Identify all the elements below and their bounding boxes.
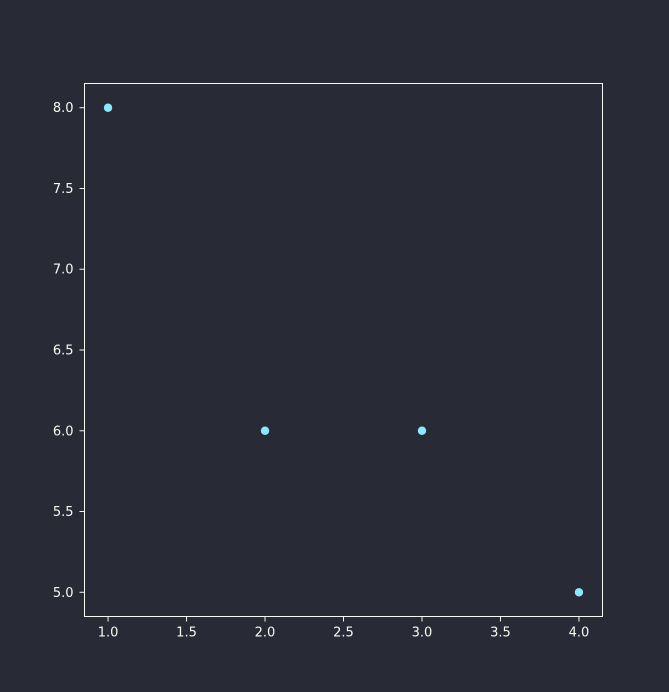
- axes-frame: [84, 83, 603, 617]
- y-tick-label: 8.0: [53, 101, 74, 116]
- data-point: [103, 103, 113, 112]
- y-tick-label: 5.5: [53, 505, 74, 520]
- y-tick-label: 6.5: [53, 344, 74, 359]
- x-axis-ticks: 1.0 1.5 2.0 2.5 3.0 3.5 4.0: [98, 616, 590, 641]
- x-tick-label: 3.5: [490, 626, 511, 641]
- y-tick-label: 5.0: [53, 586, 74, 601]
- y-axis-ticks: 5.0 5.5 6.0 6.5 7.0 7.5 8.0: [53, 101, 85, 601]
- y-tick-label: 6.0: [53, 424, 74, 439]
- data-point: [260, 426, 270, 435]
- data-point: [574, 588, 584, 597]
- y-tick-label: 7.5: [53, 182, 74, 197]
- x-tick-label: 2.0: [255, 626, 276, 641]
- x-tick-label: 1.0: [98, 626, 119, 641]
- x-tick-label: 1.5: [176, 626, 197, 641]
- y-tick-label: 7.0: [53, 263, 74, 278]
- x-tick-label: 2.5: [333, 626, 354, 641]
- data-point: [417, 426, 427, 435]
- data-points: [103, 103, 584, 597]
- x-tick-label: 3.0: [412, 626, 433, 641]
- x-tick-label: 4.0: [569, 626, 590, 641]
